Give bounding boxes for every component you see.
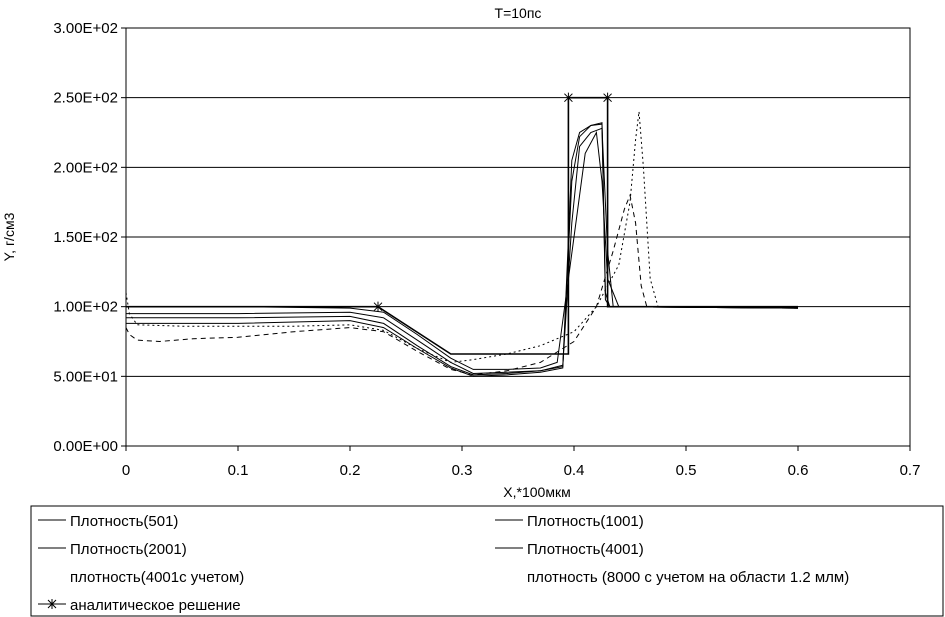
legend-label-2: Плотность(1001) — [527, 513, 644, 530]
chart-title: T=10пс — [495, 5, 542, 21]
x-tick-label: 0.4 — [564, 462, 585, 479]
y-tick-label: 2.50E+02 — [53, 90, 118, 107]
legend-label-5: плотность(4001с учетом) — [70, 569, 244, 586]
series-marker — [603, 92, 612, 103]
legend-box — [30, 505, 944, 617]
legend-label-3: Плотность(2001) — [70, 541, 187, 558]
y-tick-label: 0.00E+00 — [53, 438, 118, 455]
legend-label-6: плотность (8000 с учетом на области 1.2 … — [527, 569, 849, 586]
legend-label-7: аналитическое решение — [70, 597, 241, 614]
y-tick-label: 5.00E+01 — [53, 368, 118, 385]
series-line-7 — [126, 96, 798, 355]
x-axis: 0 0.1 0.2 0.3 0.4 0.5 0.6 0.7 — [122, 446, 921, 479]
series-line-5 — [125, 193, 799, 376]
y-tick-label: 1.50E+02 — [53, 229, 118, 246]
y-axis-label: Y, г/см3 — [1, 212, 17, 261]
x-tick-label: 0.5 — [676, 462, 697, 479]
x-tick-label: 0.1 — [228, 462, 249, 479]
x-tick-label: 0 — [122, 462, 130, 479]
y-tick-label: 3.00E+02 — [53, 20, 118, 37]
legend: Плотность(501) Плотность(1001) Плотность(2… — [38, 513, 849, 614]
x-axis-label: X,*100мкм — [503, 484, 570, 500]
y-tick-label: 1.00E+02 — [53, 299, 118, 316]
x-tick-label: 0.3 — [452, 462, 473, 479]
legend-label-1: Плотность(501) — [70, 513, 178, 530]
series-line-2 — [126, 127, 799, 375]
series-line-3 — [126, 123, 799, 376]
x-tick-label: 0.2 — [340, 462, 361, 479]
legend-marker — [47, 599, 57, 609]
y-tick-label: 2.00E+02 — [53, 159, 118, 176]
series-marker — [564, 92, 573, 103]
series-group — [125, 92, 799, 377]
series-line-6 — [125, 111, 799, 363]
gridlines — [126, 27, 910, 377]
series-marker — [373, 301, 383, 312]
x-tick-label: 0.6 — [788, 462, 809, 479]
y-axis: 0.00E+00 5.00E+01 1.00E+02 1.50E+02 2.00E+02… — [53, 20, 126, 455]
series-line-4 — [126, 122, 799, 377]
legend-label-4: Плотность(4001) — [527, 541, 644, 558]
x-tick-label: 0.7 — [900, 462, 921, 479]
series-line-1 — [126, 130, 799, 370]
